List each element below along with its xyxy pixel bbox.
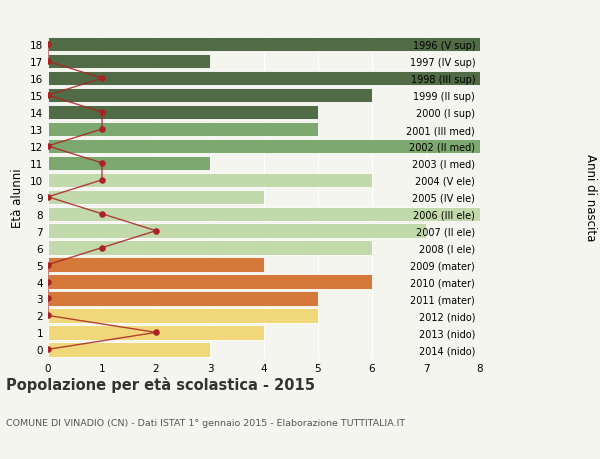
Bar [48,342,210,357]
Point [43,295,53,302]
Bar [48,89,372,103]
Point [43,312,53,319]
Bar [48,140,480,154]
Bar [48,207,480,222]
Bar [48,275,372,289]
Point [43,194,53,201]
Point [43,261,53,269]
Point [97,109,107,117]
Point [43,346,53,353]
Point [43,278,53,285]
Point [43,92,53,100]
Bar [48,325,264,340]
Point [43,41,53,49]
Bar [48,157,210,171]
Bar [48,173,372,188]
Text: Popolazione per età scolastica - 2015: Popolazione per età scolastica - 2015 [6,376,315,392]
Point [97,245,107,252]
Point [97,160,107,167]
Bar [48,291,318,306]
Bar [48,106,318,120]
Y-axis label: Età alunni: Età alunni [11,168,25,227]
Text: COMUNE DI VINADIO (CN) - Dati ISTAT 1° gennaio 2015 - Elaborazione TUTTITALIA.IT: COMUNE DI VINADIO (CN) - Dati ISTAT 1° g… [6,418,405,427]
Point [43,143,53,150]
Point [97,126,107,134]
Bar [48,224,426,238]
Bar [48,190,264,205]
Bar [48,258,264,272]
Bar [48,308,318,323]
Point [43,58,53,66]
Text: Anni di nascita: Anni di nascita [584,154,597,241]
Point [151,228,161,235]
Point [97,211,107,218]
Bar [48,72,480,86]
Bar [48,55,210,69]
Point [97,75,107,83]
Point [151,329,161,336]
Bar [48,123,318,137]
Point [97,177,107,184]
Bar [48,241,372,255]
Bar [48,38,480,52]
